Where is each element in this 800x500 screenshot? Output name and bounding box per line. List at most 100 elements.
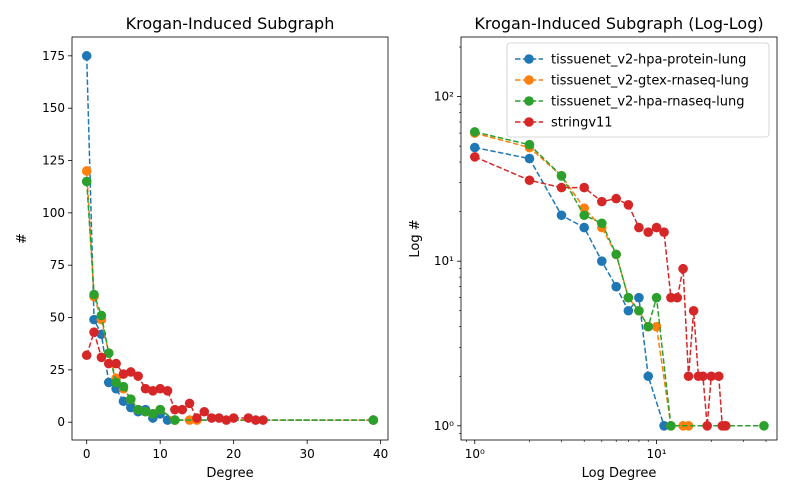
data-point-4-9 xyxy=(140,383,151,394)
data-point-4-23 xyxy=(250,415,261,425)
data-point-2-1 xyxy=(81,166,92,176)
data-point-1-12 xyxy=(162,415,173,425)
data-point-3-9 xyxy=(643,321,654,332)
y-axis-label: # xyxy=(15,233,30,244)
chart-2: 10⁰ 10¹ 10⁰ 10¹ 10² Krogan-Induced Subgraph (… xyxy=(408,14,778,481)
data-point-4-5 xyxy=(597,196,607,207)
data-point-3-1 xyxy=(469,127,480,137)
y-tick-label: 10² xyxy=(434,90,454,104)
data-point-4-19 xyxy=(702,421,713,431)
data-point-4-23 xyxy=(720,421,731,431)
data-point-4-3 xyxy=(556,182,567,193)
data-point-4-21 xyxy=(713,371,724,382)
data-point-3-2 xyxy=(524,139,535,150)
y-tick-label: 50 xyxy=(50,311,65,325)
data-point-4-15 xyxy=(184,398,195,409)
series-line-1 xyxy=(85,55,374,421)
x-tick-label: 30 xyxy=(300,447,315,461)
data-point-3-12 xyxy=(170,415,180,425)
data-point-4-19 xyxy=(214,413,224,423)
data-point-1-7 xyxy=(125,402,136,413)
data-point-3-3 xyxy=(556,171,567,181)
data-point-3-6 xyxy=(611,249,622,260)
data-point-3-5 xyxy=(111,377,121,388)
data-point-4-21 xyxy=(228,413,239,423)
legend-label: stringv11 xyxy=(551,116,613,131)
data-point-4-24 xyxy=(258,415,268,425)
data-point-1-1 xyxy=(469,142,480,153)
data-point-2-13 xyxy=(683,421,694,431)
x-tick-label: 10 xyxy=(153,447,168,461)
chart-title: Krogan-Induced Subgraph (Log-Log) xyxy=(474,14,763,33)
legend-label: tissuenet_v2-gtex-rnaseq-lung xyxy=(551,74,749,89)
data-point-1-3 xyxy=(556,210,567,221)
y-tick-label: 125 xyxy=(42,154,65,168)
series-line-3 xyxy=(85,181,374,421)
data-point-1-4 xyxy=(103,377,114,388)
data-point-4-13 xyxy=(170,404,180,415)
chart-title: Krogan-Induced Subgraph xyxy=(126,14,335,33)
data-point-2-4 xyxy=(579,203,589,213)
y-tick-label: 10¹ xyxy=(434,254,454,268)
x-tick-label: 0 xyxy=(83,447,91,461)
data-point-1-9 xyxy=(643,371,654,382)
data-point-4-3 xyxy=(96,352,107,363)
data-point-4-14 xyxy=(678,263,688,274)
data-point-1-6 xyxy=(118,396,129,407)
data-point-4-8 xyxy=(634,222,644,233)
data-point-4-4 xyxy=(103,358,114,369)
data-point-4-1 xyxy=(81,350,92,361)
data-point-4-8 xyxy=(133,371,143,381)
series-line-2 xyxy=(85,170,374,421)
data-point-4-2 xyxy=(524,175,535,186)
x-tick-label: 40 xyxy=(373,447,388,461)
y-tick-label: 0 xyxy=(57,415,65,429)
data-point-3-1 xyxy=(81,176,92,187)
plot-area xyxy=(81,51,379,425)
data-point-4-20 xyxy=(221,415,232,425)
legend-marker xyxy=(524,54,534,64)
data-point-4-11 xyxy=(659,227,669,237)
data-point-3-9 xyxy=(140,406,151,417)
y-tick-label: 75 xyxy=(50,258,65,272)
chart-1: 0 10 20 30 40 0 25 50 75 100 125 150 175 Krogan-Induc… xyxy=(15,14,389,481)
data-point-3-3 xyxy=(96,310,107,321)
data-point-4-7 xyxy=(623,200,634,210)
data-point-3-6 xyxy=(118,381,129,392)
data-point-3-7 xyxy=(125,394,136,404)
data-point-1-5 xyxy=(597,256,607,266)
legend: tissuenet_v2-hpa-protein-lung tissuenet_v… xyxy=(506,42,770,138)
axes-frame xyxy=(460,36,778,441)
data-point-1-2 xyxy=(89,314,99,325)
data-point-4-10 xyxy=(651,222,662,233)
data-point-4-5 xyxy=(111,358,121,369)
data-point-4-16 xyxy=(688,305,699,316)
data-point-1-2 xyxy=(524,153,535,164)
data-point-4-14 xyxy=(177,404,188,415)
x-tick-label: 10⁰ xyxy=(465,447,485,461)
data-point-4-4 xyxy=(579,182,589,193)
legend-marker xyxy=(524,117,534,127)
data-point-4-20 xyxy=(706,371,717,382)
data-point-3-8 xyxy=(133,404,143,415)
data-point-1-1 xyxy=(81,51,92,61)
data-point-4-7 xyxy=(125,367,136,377)
data-point-3-11 xyxy=(155,404,165,415)
series-line-3 xyxy=(474,131,764,427)
data-point-1-8 xyxy=(634,292,644,303)
data-point-4-17 xyxy=(199,406,210,417)
x-axis-label: Degree xyxy=(206,466,253,481)
y-tick-label: 100 xyxy=(42,206,65,220)
data-point-4-16 xyxy=(192,413,202,423)
data-point-4-1 xyxy=(469,152,480,162)
data-point-4-15 xyxy=(683,371,694,382)
data-point-1-10 xyxy=(659,421,669,431)
legend-box xyxy=(506,42,770,138)
axes-frame xyxy=(71,36,389,441)
data-point-4-9 xyxy=(643,227,654,237)
y-tick-label: 25 xyxy=(50,363,65,377)
data-point-4-22 xyxy=(243,413,254,423)
series-line-1 xyxy=(474,146,665,427)
data-point-4-11 xyxy=(155,383,165,394)
